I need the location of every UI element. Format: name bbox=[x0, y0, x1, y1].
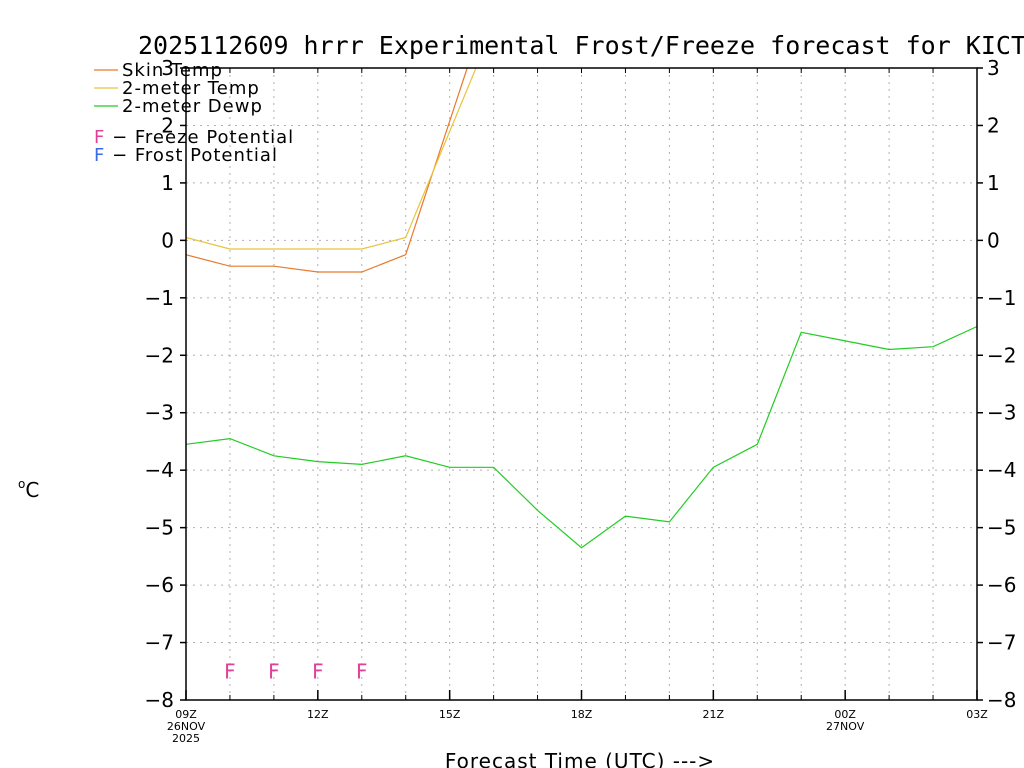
y-unit-letter: C bbox=[25, 478, 39, 502]
potential-legend-entry: F − Freeze Potential bbox=[94, 127, 294, 148]
potential-legend-entry: F − Frost Potential bbox=[94, 145, 278, 166]
potential-label: − Frost Potential bbox=[105, 145, 278, 166]
x-tick-label: 00Z bbox=[834, 708, 856, 721]
x-tick-label: 09Z bbox=[175, 708, 197, 721]
x-tick-label: 15Z bbox=[439, 708, 461, 721]
y-tick-label-right: −1 bbox=[987, 286, 1016, 310]
x-tick-label: 26NOV bbox=[167, 720, 206, 733]
potential-letter: F bbox=[94, 145, 105, 166]
y-tick-label-right: −4 bbox=[987, 458, 1016, 482]
y-tick-label-right: −6 bbox=[987, 573, 1016, 597]
x-axis-label: Forecast Time (UTC) ---> bbox=[445, 749, 715, 768]
x-tick-label: 18Z bbox=[571, 708, 593, 721]
y-tick-label-right: 3 bbox=[987, 56, 1000, 80]
series-lines bbox=[186, 68, 977, 549]
y-tick-label-left: −2 bbox=[145, 343, 174, 367]
plot-frame bbox=[185, 67, 978, 701]
potential-letter: F bbox=[94, 127, 105, 148]
chart-title: 2025112609 hrrr Experimental Frost/Freez… bbox=[138, 31, 1024, 60]
freeze-flag: F bbox=[268, 659, 280, 683]
y-tick-label-left: 2 bbox=[161, 113, 174, 137]
y-axis-unit-label: oC bbox=[18, 477, 39, 502]
series-line-2-meter-dewp bbox=[186, 325, 977, 549]
legend-label: Skin Temp bbox=[122, 60, 223, 81]
y-tick-label-right: −7 bbox=[987, 631, 1016, 655]
x-tick-label: 2025 bbox=[172, 732, 200, 745]
y-tick-label-right: 1 bbox=[987, 171, 1000, 195]
y-tick-label-right: −3 bbox=[987, 401, 1016, 425]
y-tick-label-left: 3 bbox=[161, 56, 174, 80]
y-tick-label-left: 1 bbox=[161, 171, 174, 195]
y-unit-degree: o bbox=[18, 477, 25, 491]
y-tick-label-left: −6 bbox=[145, 573, 174, 597]
y-tick-label-right: −8 bbox=[987, 688, 1016, 712]
x-tick-label: 21Z bbox=[703, 708, 725, 721]
x-tick-label: 27NOV bbox=[826, 720, 865, 733]
y-tick-label-left: −4 bbox=[145, 458, 174, 482]
y-tick-label-right: 0 bbox=[987, 228, 1000, 252]
x-tick-label: 03Z bbox=[966, 708, 988, 721]
y-tick-label-right: −2 bbox=[987, 343, 1016, 367]
freeze-flag: F bbox=[356, 659, 368, 683]
y-tick-label-left: −5 bbox=[145, 516, 174, 540]
y-tick-label-left: −3 bbox=[145, 401, 174, 425]
series-line-2-meter-temp bbox=[186, 68, 477, 250]
grid-lines bbox=[186, 68, 977, 700]
freeze-flag: F bbox=[312, 659, 324, 683]
y-tick-label-left: −8 bbox=[145, 688, 174, 712]
legend-label: 2-meter Temp bbox=[122, 78, 260, 99]
y-tick-label-left: 0 bbox=[161, 228, 174, 252]
y-tick-label-right: −5 bbox=[987, 516, 1016, 540]
y-tick-label-left: −1 bbox=[145, 286, 174, 310]
y-axis-ticks: −8 −8 −7 −7 −6 −6 −5 −5 −4 −4 −3 −3 −2 −2 −1 −1 0 0 1 1 2 2 3 3 bbox=[145, 56, 1017, 712]
y-tick-label-left: −7 bbox=[145, 631, 174, 655]
x-tick-label: 12Z bbox=[307, 708, 329, 721]
y-tick-label-right: 2 bbox=[987, 113, 1000, 137]
freeze-flag: F bbox=[224, 659, 236, 683]
legend-label: 2-meter Dewp bbox=[122, 96, 263, 117]
series-line-skin-temp bbox=[186, 68, 468, 273]
potential-label: − Freeze Potential bbox=[105, 127, 294, 148]
